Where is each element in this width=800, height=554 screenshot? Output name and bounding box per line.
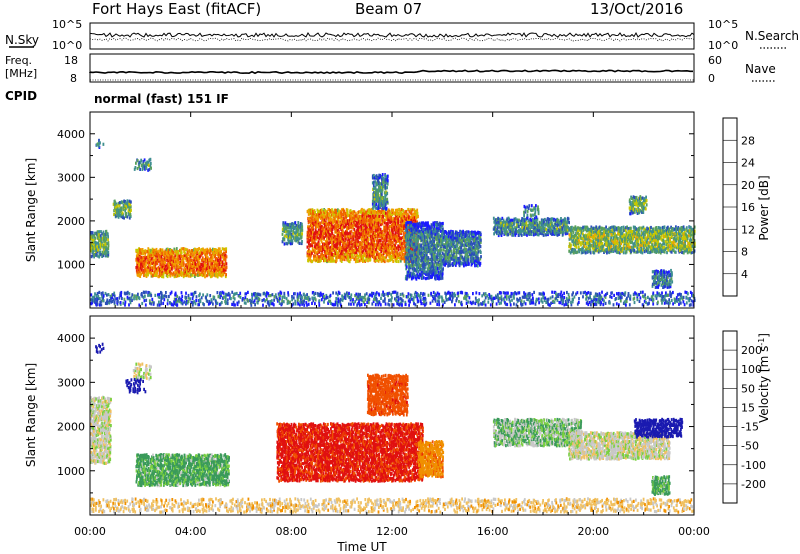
x-tick-label: 00:00 [74,525,106,538]
nave-tick-top: 60 [708,54,722,67]
radar-title: Fort Hays East (fitACF) [92,0,261,18]
noise-left-label: N.Sky [5,33,39,47]
freq-tick-bottom: 8 [70,72,77,85]
power-echo-region [371,173,389,211]
colorbar-tick-label: 24 [741,157,755,170]
power-echo-region [568,225,696,255]
colorbar-tick-label: 20 [741,179,755,192]
x-tick-label: 12:00 [376,525,408,538]
power-colorbar-label: Power [dB] [757,175,771,240]
noise-panel: N.Sky 10^5 10^0 10^5 10^0 N.Search [5,18,799,52]
cpid-label: CPID [5,89,37,103]
noise-sky-trace [89,31,695,38]
y-tick-label: 2000 [57,421,85,434]
colorbar-tick-label: -15 [741,421,759,434]
colorbar-tick-label: 12 [741,223,755,236]
noise-right-label: N.Search [745,29,799,43]
x-tick-label: 08:00 [275,525,307,538]
power-echo-region [442,229,482,268]
colorbar-tick-label: 8 [741,246,748,259]
colorbar-tick-label: -50 [741,440,759,453]
frequency-trace [89,69,693,75]
x-tick-label: 04:00 [175,525,207,538]
velocity-echo-region [90,395,112,465]
velocity-echo-region [95,342,105,354]
y-tick-label: 1000 [57,465,85,478]
y-tick-label: 1000 [57,258,85,271]
y-tick-label: 3000 [57,171,85,184]
power-echo-region [523,204,540,220]
noise-right-tick-bottom: 10^0 [708,39,738,52]
power-echo-region [90,229,110,259]
power-echo-region [492,216,570,238]
x-tick-label: 00:00 [678,525,710,538]
colorbar-tick-label: 15 [741,401,755,414]
velocity-echo-region [125,378,147,395]
power-echo-region [90,290,696,307]
colorbar-tick-label: 28 [741,134,755,147]
power-echo-region [651,268,674,289]
beam-label: Beam 07 [355,0,422,18]
x-tick-label: 16:00 [477,525,509,538]
freq-label-line1: Freq. [5,54,32,67]
colorbar-tick-label: -200 [741,478,766,491]
power-colorbar: 4 8 12 16 20 24 28 Power [dB] [722,117,771,297]
power-echo-region [95,138,105,149]
noise-search-trace [89,37,695,42]
velocity-ylabel: Slant Range [km] [24,363,38,467]
y-tick-label: 3000 [57,376,85,389]
y-tick-label: 2000 [57,215,85,228]
velocity-echo-region [135,453,230,488]
noise-left-tick-top: 10^5 [52,18,82,31]
freq-panel: Freq. [MHz] 18 8 60 0 Nave [5,53,776,85]
velocity-colorbar-label: Velocity [m s-1] [757,333,772,423]
velocity-echo-region [633,417,684,439]
colorbar-tick-label: 100 [741,363,762,376]
y-tick-label: 4000 [57,128,85,141]
date-label: 13/Oct/2016 [590,0,683,18]
power-echo-region [112,199,132,220]
velocity-colorbar: 200 100 50 15 -15 -50 -100 -200 Velocity [m s-1… [722,330,772,504]
power-echo-region [133,157,152,172]
velocity-echo-region [276,422,424,483]
noise-left-tick-bottom: 10^0 [52,39,82,52]
noise-right-tick-top: 10^5 [708,18,738,31]
colorbar-frame [722,330,738,504]
velocity-panel: 1000 2000 3000 4000 00:00 04:00 08:00 12:00 16:… [24,112,710,554]
freq-label-line2: [MHz] [5,67,37,80]
x-tick-label: 20:00 [577,525,609,538]
velocity-echo-region [651,475,671,496]
colorbar-tick-label: 50 [741,382,755,395]
colorbar-tick-label: -100 [741,459,766,472]
y-tick-label: 4000 [57,332,85,345]
power-echo-region [281,221,304,246]
colorbar-tick-label: 16 [741,201,755,214]
power-ylabel: Slant Range [km] [24,158,38,262]
colorbar-tick-label: 4 [741,268,748,281]
power-echo-region [628,195,648,216]
velocity-echo-region [90,497,695,514]
nave-label: Nave [745,62,776,76]
velocity-echo-region [417,439,445,479]
power-echo-region [306,207,419,264]
x-axis-label: Time UT [336,540,387,554]
freq-panel-frame [89,53,695,83]
colorbar-tick-label: 200 [741,344,762,357]
power-echo-region [135,247,228,279]
power-echo-region [404,220,444,281]
velocity-echo-region [366,373,409,417]
freq-tick-top: 18 [64,54,78,67]
power-panel: 1000 2000 3000 4000 Slant Range [km] [24,111,696,309]
cpid-text: normal (fast) 151 IF [94,92,229,106]
velocity-echo-region [132,362,152,381]
nave-tick-bottom: 0 [708,72,715,85]
